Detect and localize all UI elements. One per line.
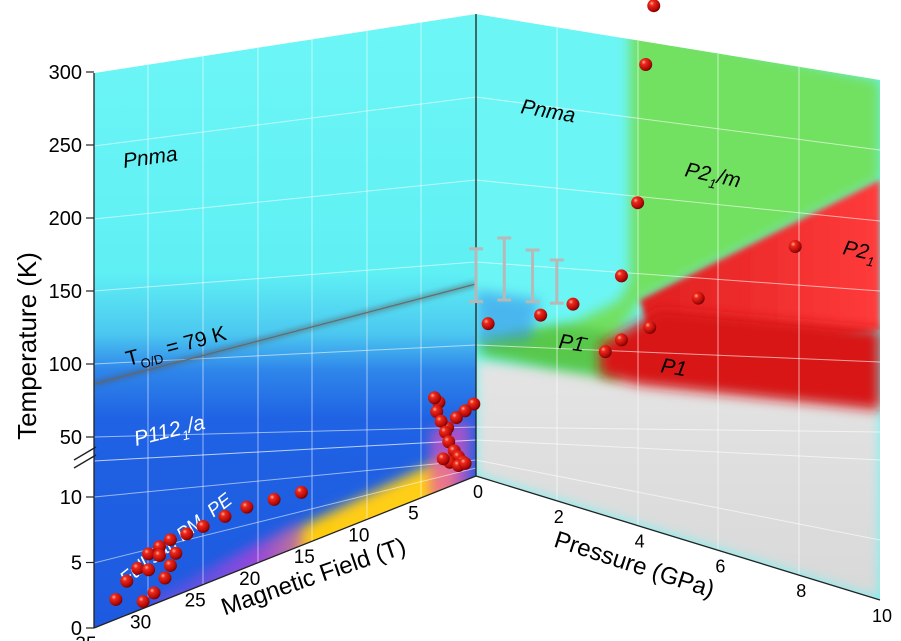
pressure-error-bars	[469, 236, 564, 305]
magnetic-field-ticks: 35 30 25 20 15 10 5	[75, 504, 418, 641]
label-p21m: P21/m	[682, 158, 743, 196]
field-data-point	[163, 558, 177, 572]
pressure-tick-label: 2	[554, 507, 564, 527]
pressure-tick-label: 8	[796, 581, 806, 601]
magnetic-field-tick-label: 20	[239, 569, 260, 590]
field-data-point	[428, 391, 442, 405]
field-data-point	[120, 574, 134, 588]
pressure-data-point	[534, 308, 548, 322]
magnetic-field-tick-label: 5	[408, 504, 419, 525]
pressure-data-point	[614, 333, 628, 347]
field-data-point	[458, 456, 472, 470]
temperature-tick-label: 200	[49, 208, 82, 230]
temperature-tick-label: 5	[71, 553, 82, 575]
pressure-data-point	[639, 57, 653, 71]
magnetic-field-tick-label: 25	[185, 591, 206, 612]
field-data-point	[196, 519, 210, 533]
field-data-point	[142, 547, 156, 561]
field-data-point	[294, 485, 308, 499]
field-data-point	[467, 397, 481, 411]
error-bar	[525, 248, 540, 304]
field-data-point	[136, 595, 150, 609]
pressure-data-point	[566, 297, 580, 311]
pressure-data-point	[643, 320, 657, 334]
data-points	[109, 0, 802, 609]
pressure-blue-patch	[476, 290, 540, 345]
field-data-point	[449, 411, 463, 425]
pressure-data-point	[788, 239, 802, 253]
field-data-point	[180, 527, 194, 541]
pressure-grid	[476, 27, 880, 575]
field-data-point	[163, 533, 177, 547]
label-p1: P1	[659, 354, 688, 381]
pressure-tick-label: 0	[473, 482, 483, 502]
field-data-point	[169, 546, 183, 560]
field-data-point	[142, 563, 156, 577]
temperature-tick-label: 0	[71, 618, 82, 640]
pressure-p21m-region	[480, 25, 880, 360]
temperature-tick-label: 100	[49, 354, 82, 376]
pressure-tick-label: 4	[635, 532, 645, 552]
field-data-point	[436, 452, 450, 466]
pressure-data-point	[691, 291, 705, 305]
field-data-point	[109, 592, 123, 606]
field-data-point	[158, 571, 172, 585]
field-data-point	[147, 586, 161, 600]
field-data-point	[458, 404, 472, 418]
magnetic-field-tick-label: 10	[348, 525, 369, 546]
temperature-tick-label: 50	[60, 427, 82, 449]
pressure-ticks: 0 2 4 6 8 10	[473, 482, 892, 626]
pressure-data-point	[631, 196, 645, 210]
pressure-p1-region	[600, 310, 880, 410]
pressure-tick-label: 6	[715, 556, 725, 576]
field-wall-background	[94, 14, 476, 628]
error-bar	[497, 236, 512, 302]
temperature-ticks: 50 100 150 200 250 300 0 5 10	[49, 62, 94, 640]
field-data-point	[434, 414, 448, 428]
pressure-grey-region	[476, 360, 880, 600]
pressure-wall	[476, 14, 880, 600]
pressure-data-point	[614, 269, 628, 283]
temperature-axis-label: Temperature (K)	[12, 252, 42, 440]
pressure-tick-label: 10	[872, 606, 892, 626]
magnetic-field-tick-label: 30	[130, 612, 151, 633]
field-data-point	[218, 509, 232, 523]
field-data-point	[267, 492, 281, 506]
magnetic-field-tick-label: 15	[294, 547, 315, 568]
temperature-tick-label: 250	[49, 135, 82, 157]
temperature-tick-label: 150	[49, 281, 82, 303]
pressure-data-point	[598, 345, 612, 359]
label-p21: P21	[840, 236, 878, 269]
temperature-tick-label: 300	[49, 62, 82, 84]
error-bar	[469, 247, 483, 304]
magnetic-field-tick-label: 35	[75, 634, 96, 641]
axis-break-mark	[73, 446, 97, 469]
field-data-point	[152, 548, 166, 562]
field-data-point	[240, 500, 254, 514]
pressure-data-point	[481, 317, 495, 331]
field-data-point	[131, 561, 145, 575]
error-bar	[549, 258, 564, 305]
pressure-data-point	[647, 0, 661, 13]
temperature-tick-label: 10	[60, 487, 82, 509]
